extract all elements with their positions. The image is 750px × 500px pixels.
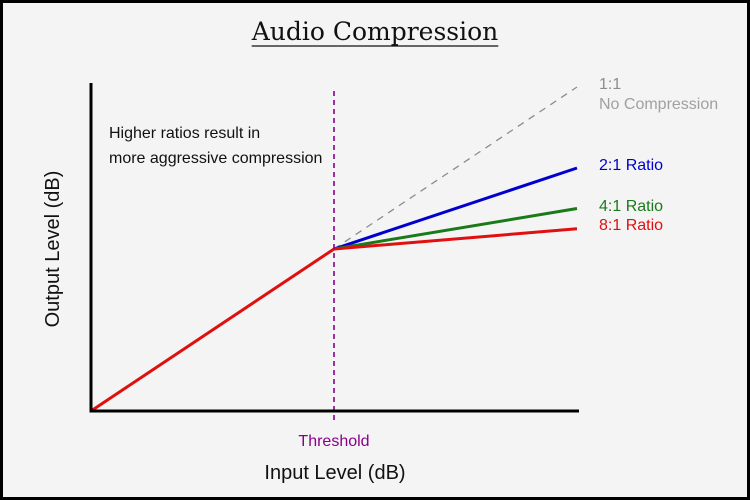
annotation-line: more aggressive compression (109, 150, 322, 167)
series-labels: 1:1 No Compression 2:1 Ratio 4:1 Ratio 8:1 R… (599, 76, 718, 234)
chart-title: Audio Compression (251, 17, 499, 46)
series-line-s4 (333, 207, 578, 251)
series-line-s1 (333, 86, 578, 250)
x-axis-label: Input Level (dB) (264, 462, 405, 484)
series-line-s2 (333, 166, 578, 251)
threshold-label: Threshold (298, 433, 369, 450)
series-label-s1: 1:1 (599, 76, 621, 93)
series-label-s4: 4:1 Ratio (599, 198, 663, 215)
series-sublabel-s1: No Compression (599, 96, 718, 113)
y-axis-label: Output Level (dB) (42, 171, 64, 328)
annotation: Higher ratios result in more aggressive c… (109, 125, 322, 167)
series-line-s8 (90, 227, 578, 413)
series-layer (90, 86, 578, 413)
annotation-line: Higher ratios result in (109, 125, 260, 142)
series-label-s8: 8:1 Ratio (599, 217, 663, 234)
series-label-s2: 2:1 Ratio (599, 157, 663, 174)
chart-canvas: Audio Compression Higher ratios result i… (42, 17, 718, 484)
